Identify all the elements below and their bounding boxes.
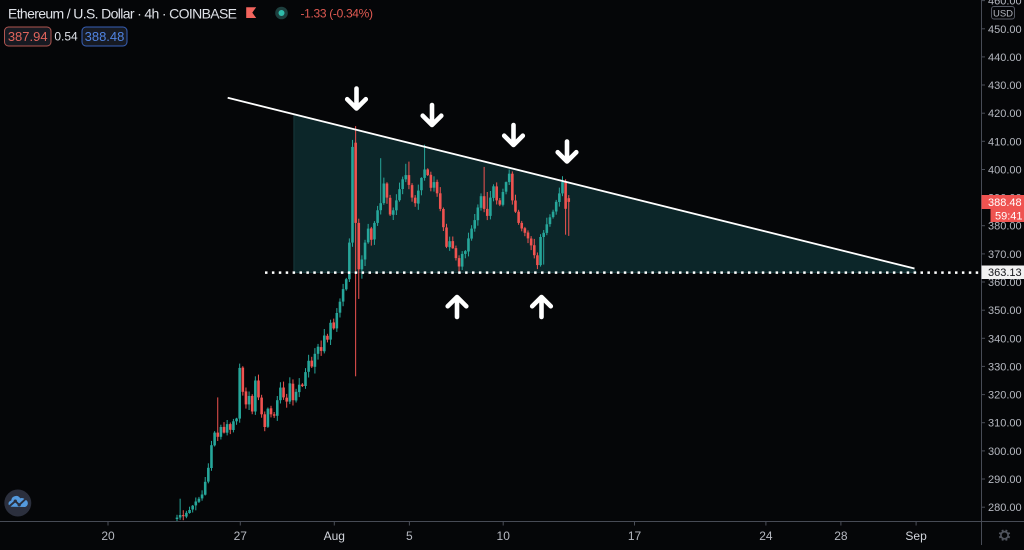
svg-text:27: 27 [234,529,248,543]
svg-text:280.00: 280.00 [988,502,1022,514]
svg-text:430.00: 430.00 [988,80,1022,92]
svg-text:Ethereum / U.S. Dollar · 4h ·: Ethereum / U.S. Dollar · 4h · COINBASE [8,6,237,22]
svg-text:USD: USD [993,9,1013,20]
svg-text:310.00: 310.00 [988,418,1022,430]
svg-text:388.48: 388.48 [85,29,125,44]
svg-text:363.13: 363.13 [988,267,1022,279]
svg-text:320.00: 320.00 [988,390,1022,402]
svg-text:370.00: 370.00 [988,249,1022,261]
svg-text:20: 20 [101,529,115,543]
svg-text:24: 24 [759,529,773,543]
svg-text:5: 5 [406,529,413,543]
svg-text:380.00: 380.00 [988,221,1022,233]
svg-text:59:41: 59:41 [995,211,1023,223]
svg-text:350.00: 350.00 [988,305,1022,317]
svg-text:0.54: 0.54 [54,30,78,44]
svg-text:420.00: 420.00 [988,108,1022,120]
svg-text:387.94: 387.94 [8,29,48,44]
svg-text:410.00: 410.00 [988,136,1022,148]
svg-text:450.00: 450.00 [988,24,1022,36]
svg-text:17: 17 [628,529,642,543]
svg-text:388.48: 388.48 [988,197,1022,209]
svg-text:28: 28 [834,529,848,543]
svg-text:10: 10 [497,529,511,543]
svg-text:Aug: Aug [324,529,345,543]
svg-text:-1.33 (-0.34%): -1.33 (-0.34%) [301,7,374,21]
svg-text:330.00: 330.00 [988,361,1022,373]
svg-text:Sep: Sep [905,529,927,543]
svg-text:290.00: 290.00 [988,474,1022,486]
svg-text:300.00: 300.00 [988,446,1022,458]
svg-text:400.00: 400.00 [988,165,1022,177]
svg-text:340.00: 340.00 [988,333,1022,345]
svg-text:440.00: 440.00 [988,52,1022,64]
